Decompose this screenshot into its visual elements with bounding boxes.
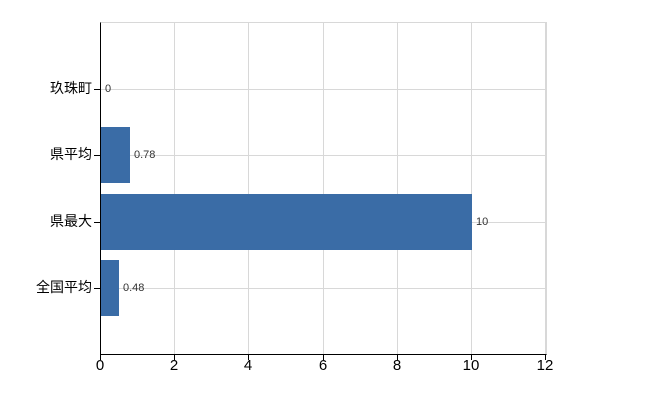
x-axis-tick-label: 0 — [95, 357, 105, 374]
category-label: 県最大 — [50, 213, 92, 229]
x-axis-tick — [323, 354, 324, 360]
x-axis-tick — [471, 354, 472, 360]
bar-value-label: 0.78 — [134, 149, 156, 161]
category-label: 全国平均 — [36, 279, 92, 295]
y-axis-tick — [94, 155, 100, 156]
bar-2 — [101, 194, 472, 250]
x-axis-tick-label: 12 — [536, 357, 554, 374]
gridline-horizontal — [101, 288, 546, 289]
gridline-horizontal — [101, 155, 546, 156]
gridline-horizontal — [101, 89, 546, 90]
category-label: 県平均 — [50, 146, 92, 162]
y-axis-tick — [94, 89, 100, 90]
x-axis-tick — [248, 354, 249, 360]
bar-1 — [101, 127, 130, 183]
x-axis-tick — [100, 354, 101, 360]
plot-area: 0 0.78 10 0.48 — [94, 22, 547, 355]
x-axis-tick-label: 8 — [392, 357, 402, 374]
bar-value-label: 0 — [105, 83, 112, 95]
y-axis-tick — [94, 288, 100, 289]
gridline-vertical — [248, 23, 249, 354]
x-axis-tick — [545, 354, 546, 360]
x-axis-tick-label: 6 — [318, 357, 328, 374]
category-label: 玖珠町 — [50, 80, 92, 96]
x-axis-tick — [397, 354, 398, 360]
x-axis-tick — [174, 354, 175, 360]
gridline-vertical — [174, 23, 175, 354]
x-axis-tick-label: 2 — [169, 357, 179, 374]
bar-value-label: 10 — [476, 216, 489, 228]
gridline-vertical — [323, 23, 324, 354]
gridline-vertical — [397, 23, 398, 354]
gridline-vertical — [471, 23, 472, 354]
x-axis-tick-label: 10 — [462, 357, 480, 374]
x-axis-tick-label: 4 — [243, 357, 253, 374]
bar-3 — [101, 260, 119, 316]
bar-value-label: 0.48 — [123, 282, 145, 294]
y-axis-tick — [94, 222, 100, 223]
gridline-vertical — [545, 23, 546, 354]
